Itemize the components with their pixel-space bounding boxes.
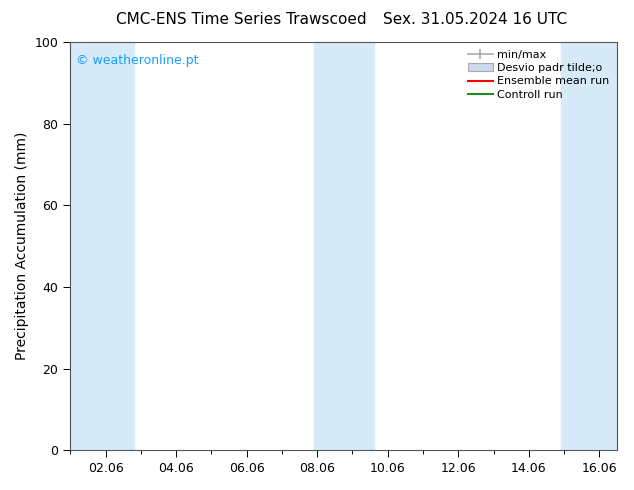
Text: Sex. 31.05.2024 16 UTC: Sex. 31.05.2024 16 UTC — [384, 12, 567, 27]
Legend: min/max, Desvio padr tilde;o, Ensemble mean run, Controll run: min/max, Desvio padr tilde;o, Ensemble m… — [466, 48, 611, 102]
Y-axis label: Precipitation Accumulation (mm): Precipitation Accumulation (mm) — [15, 132, 29, 360]
Text: CMC-ENS Time Series Trawscoed: CMC-ENS Time Series Trawscoed — [115, 12, 366, 27]
Text: © weatheronline.pt: © weatheronline.pt — [75, 54, 198, 67]
Bar — [314, 42, 373, 450]
Bar — [70, 42, 134, 450]
Bar — [560, 42, 617, 450]
